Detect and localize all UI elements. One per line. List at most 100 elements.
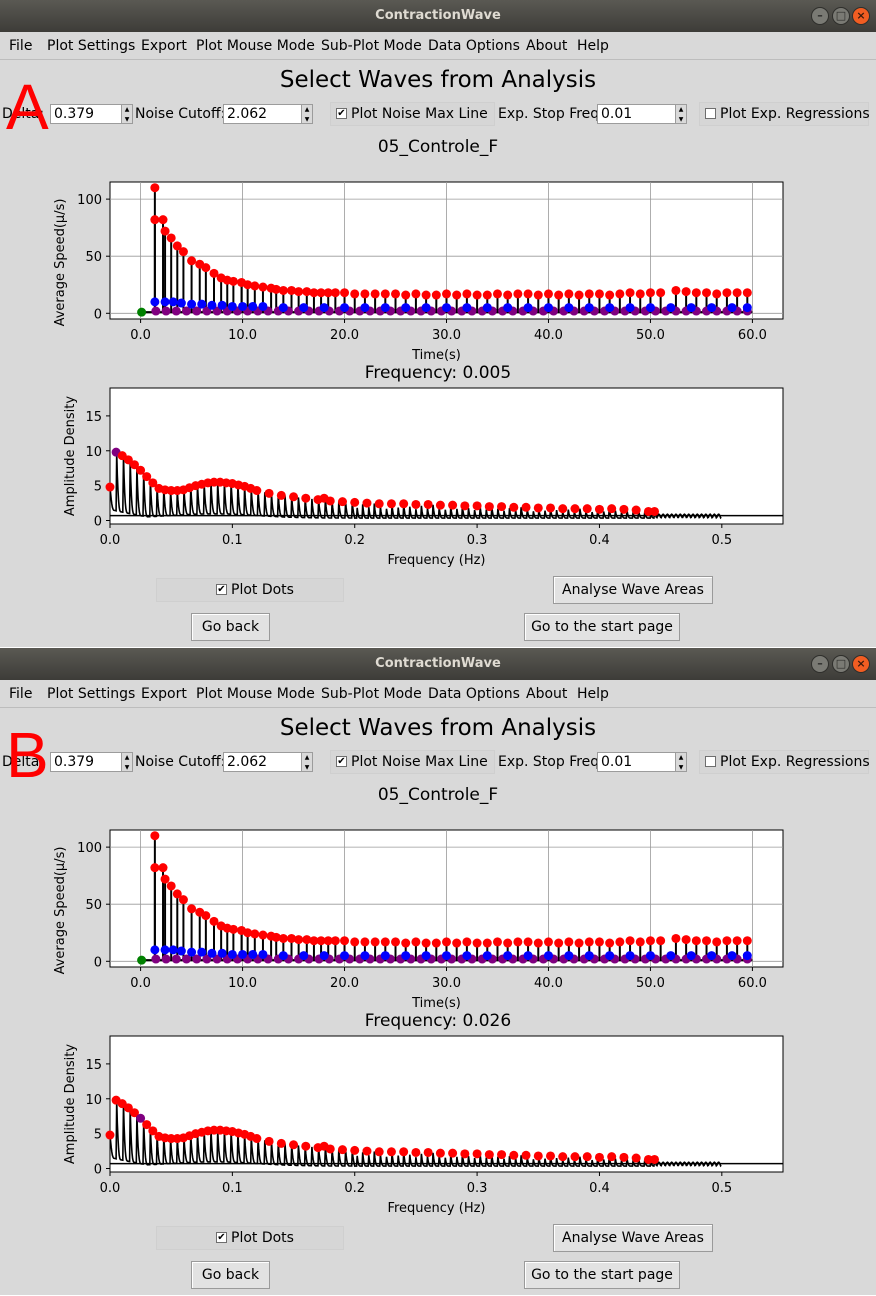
time-point-red[interactable] xyxy=(702,288,712,298)
time-point-red[interactable] xyxy=(370,937,380,947)
freq-point-red[interactable] xyxy=(497,502,507,512)
time-point-red[interactable] xyxy=(605,938,615,948)
time-plot[interactable]: 0.0 10.0 20.0 30.0 40.0 50.0 60.0 0 50 100 Time(s)… xyxy=(53,181,784,363)
title-bar[interactable]: ContractionWave – □ × xyxy=(0,0,876,32)
freq-point-red[interactable] xyxy=(631,505,641,515)
time-point-red[interactable] xyxy=(442,937,451,947)
time-point-blue[interactable] xyxy=(160,297,170,307)
charts-svg[interactable]: 0.0 10.0 20.0 30.0 40.0 50.0 60.0050100Time(s)… xyxy=(0,648,876,1295)
time-point-red[interactable] xyxy=(702,936,712,946)
time-point-blue[interactable] xyxy=(727,951,737,961)
time-point-blue[interactable] xyxy=(503,951,513,961)
analyse-wave-areas-button[interactable]: Analyse Wave Areas xyxy=(553,576,713,604)
freq-point-red[interactable] xyxy=(252,486,262,496)
time-point-red[interactable] xyxy=(411,937,421,947)
time-point-red[interactable] xyxy=(421,290,431,300)
freq-point-red[interactable] xyxy=(289,1140,299,1150)
time-point-blue[interactable] xyxy=(238,301,248,311)
noise-max-line-checkbox[interactable]: ✔ xyxy=(336,108,347,119)
time-point-red[interactable] xyxy=(158,215,168,225)
time-point-red[interactable] xyxy=(492,289,502,299)
freq-point-red[interactable] xyxy=(350,497,360,507)
time-point-red[interactable] xyxy=(722,936,732,946)
time-point-red[interactable] xyxy=(287,933,297,943)
time-point-blue[interactable] xyxy=(176,946,186,956)
freq-point-red[interactable] xyxy=(374,499,384,509)
time-point-blue[interactable] xyxy=(258,949,268,959)
time-point-red[interactable] xyxy=(350,289,360,299)
freq-point-red[interactable] xyxy=(650,506,660,516)
time-point-blue[interactable] xyxy=(523,303,533,313)
time-point-blue[interactable] xyxy=(278,303,288,313)
time-point-red[interactable] xyxy=(209,268,219,278)
time-point-red[interactable] xyxy=(309,288,319,298)
time-point-red[interactable] xyxy=(360,289,370,299)
freq-point-red[interactable] xyxy=(325,1144,335,1154)
time-point-red[interactable] xyxy=(452,290,462,300)
freq-point-red[interactable] xyxy=(362,498,372,508)
freq-point-red[interactable] xyxy=(276,490,286,500)
freq-point-red[interactable] xyxy=(472,1149,482,1159)
time-point-red[interactable] xyxy=(178,247,188,257)
time-point-red[interactable] xyxy=(503,938,513,948)
time-point-red[interactable] xyxy=(166,881,176,891)
freq-point-red[interactable] xyxy=(252,1134,262,1144)
freq-point-red[interactable] xyxy=(289,492,299,502)
menu-export[interactable]: Export xyxy=(141,686,187,702)
time-point-red[interactable] xyxy=(158,863,168,873)
menu-sub-plot-mode[interactable]: Sub-Plot Mode xyxy=(321,686,422,702)
time-point-blue[interactable] xyxy=(299,303,309,313)
time-point-blue[interactable] xyxy=(543,951,553,961)
time-point-blue[interactable] xyxy=(605,951,615,961)
time-point-red[interactable] xyxy=(330,288,340,298)
time-point-red[interactable] xyxy=(258,930,268,940)
time-point-red[interactable] xyxy=(187,904,197,914)
time-point-red[interactable] xyxy=(691,288,701,298)
time-point-red[interactable] xyxy=(360,937,370,947)
freq-point-red[interactable] xyxy=(136,465,146,475)
time-point-blue[interactable] xyxy=(707,951,717,961)
time-point-red[interactable] xyxy=(605,290,615,300)
freq-point-red[interactable] xyxy=(148,1126,158,1136)
menu-plot-settings[interactable]: Plot Settings xyxy=(47,686,136,702)
time-point-red[interactable] xyxy=(316,288,326,298)
time-point-blue[interactable] xyxy=(176,298,186,308)
freq-point-red[interactable] xyxy=(105,1130,115,1140)
time-point-red[interactable] xyxy=(712,937,722,947)
freq-point-red[interactable] xyxy=(650,1154,660,1164)
time-point-red[interactable] xyxy=(492,937,502,947)
time-point-red[interactable] xyxy=(271,932,281,942)
time-point-blue[interactable] xyxy=(686,303,696,313)
menu-plot-settings[interactable]: Plot Settings xyxy=(47,38,136,54)
freq-point-red[interactable] xyxy=(594,1152,604,1162)
freq-point-red[interactable] xyxy=(301,1141,311,1151)
freq-point-red[interactable] xyxy=(423,1147,433,1157)
freq-point-red[interactable] xyxy=(546,1151,556,1161)
time-point-red[interactable] xyxy=(712,289,722,299)
freq-point-red[interactable] xyxy=(448,1148,458,1158)
time-point-blue[interactable] xyxy=(625,951,635,961)
freq-point-red[interactable] xyxy=(521,502,531,512)
time-point-blue[interactable] xyxy=(462,303,472,313)
time-point-red[interactable] xyxy=(150,831,160,841)
time-point-blue[interactable] xyxy=(150,945,160,955)
time-point-red[interactable] xyxy=(584,289,594,299)
exp-stop-freq-input[interactable]: 0.01 xyxy=(597,752,676,772)
time-point-blue[interactable] xyxy=(707,303,717,313)
time-point-blue[interactable] xyxy=(543,303,553,313)
freq-point-red[interactable] xyxy=(411,1147,421,1157)
exp-stop-freq-spin-arrows[interactable]: ▲ ▼ xyxy=(675,104,687,124)
time-point-red[interactable] xyxy=(635,937,645,947)
time-point-red[interactable] xyxy=(294,287,304,297)
time-point-blue[interactable] xyxy=(645,951,655,961)
time-point-blue[interactable] xyxy=(380,951,390,961)
time-point-blue[interactable] xyxy=(442,951,451,961)
delta-input[interactable]: 0.379 xyxy=(50,104,122,124)
time-point-red[interactable] xyxy=(635,289,645,299)
time-point-blue[interactable] xyxy=(482,951,492,961)
time-point-red[interactable] xyxy=(228,924,238,934)
time-point-green[interactable] xyxy=(137,307,147,317)
time-point-blue[interactable] xyxy=(258,301,268,311)
time-point-green[interactable] xyxy=(137,955,147,965)
time-point-blue[interactable] xyxy=(482,303,492,313)
